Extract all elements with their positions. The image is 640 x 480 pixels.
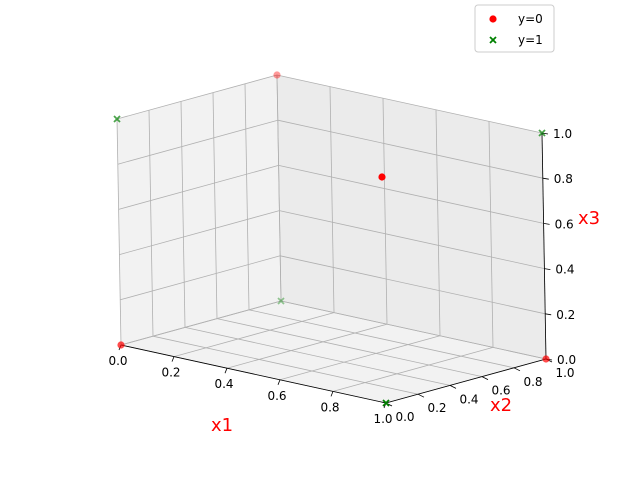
grid-line-x2-floor — [280, 300, 547, 360]
grid-line-x1-floor — [332, 347, 494, 392]
point-y1 — [277, 297, 285, 305]
x2-tick-label: 0.4 — [459, 392, 478, 406]
grid-line-x3-back — [278, 165, 544, 224]
z-axis-label: x3 — [578, 208, 600, 229]
x3-tick-mark — [545, 313, 552, 316]
grid-line-x2-left — [212, 92, 218, 319]
grid-line-x1-back — [435, 109, 441, 336]
grid-line-x3-left — [116, 74, 278, 120]
point-y0 — [378, 173, 386, 181]
grid-line-x3-left — [117, 119, 278, 165]
grid-lines — [116, 74, 547, 404]
point-y1 — [538, 129, 546, 137]
x2-tick-mark — [417, 393, 425, 398]
x3-tick-label: 1.0 — [553, 127, 572, 141]
grid-line-x3-back — [277, 119, 543, 179]
x1-tick-label: 0.6 — [267, 389, 286, 403]
x1-tick-mark — [171, 356, 175, 362]
grid-line-x2-left — [276, 74, 282, 302]
grid-line-x2-floor — [152, 335, 419, 395]
x-axis-label: x1 — [211, 415, 233, 436]
legend-label: y=1 — [518, 33, 543, 47]
x1-tick-label: 0.2 — [161, 366, 180, 380]
point-y0 — [273, 71, 281, 79]
legend-label: y=0 — [518, 12, 543, 26]
axes-panes — [117, 75, 546, 403]
grid-line-x3-back — [276, 74, 543, 134]
x2-tick-label: 0.6 — [491, 384, 510, 398]
x3-tick-mark — [544, 268, 551, 270]
x3-tick-label: 0.0 — [557, 353, 576, 367]
grid-line-x1-back — [382, 98, 388, 325]
grid-line-x1-floor — [226, 323, 388, 369]
x1-tick-label: 0.0 — [108, 354, 127, 368]
x3-tick-label: 0.8 — [554, 172, 573, 186]
x3-tick-label: 0.6 — [555, 217, 574, 231]
point-y0 — [542, 355, 550, 363]
x2-tick-label: 0.2 — [427, 401, 446, 415]
grid-line-x3-left — [119, 210, 280, 255]
x3-tick-mark — [543, 223, 550, 225]
left-wall-pane — [117, 75, 281, 345]
x2-axis-line — [385, 358, 547, 404]
x1-tick-label: 0.8 — [320, 400, 339, 414]
x3-tick-mark — [542, 177, 549, 180]
grid-line-x3-back — [279, 210, 545, 269]
grid-line-x1-floor — [279, 335, 441, 381]
legend-marker-circle — [489, 15, 497, 23]
y-axis-label: x2 — [490, 395, 512, 416]
point-y0 — [117, 341, 125, 349]
floor-pane — [121, 301, 546, 403]
legend-entry: y=0 — [489, 12, 543, 26]
x2-tick-mark — [449, 385, 457, 389]
grid-line-x3-back — [280, 255, 546, 315]
grid-line-x2-left — [116, 118, 122, 346]
x2-tick-label: 0.0 — [395, 410, 414, 424]
point-y1 — [113, 115, 121, 123]
grid-line-x1-back — [488, 121, 494, 348]
grid-line-x1-floor — [173, 312, 335, 357]
x1-tick-mark — [224, 368, 228, 374]
grid-line-x2-left — [180, 101, 186, 328]
x2-tick-mark — [513, 367, 521, 372]
axis-lines — [118, 132, 553, 409]
grid-line-x3-left — [118, 165, 279, 210]
grid-line-x2-floor — [184, 327, 451, 386]
grid-line-x2-left — [148, 110, 154, 337]
legend-entry: y=1 — [489, 33, 543, 47]
point-y1 — [382, 399, 390, 407]
x1-tick-label: 1.0 — [373, 412, 392, 426]
tick-labels: 0.0 0.0 0.0 0.2 0.2 0.2 0.4 0.4 0.4 0.6 0.6 0.6 0.8 0… — [108, 127, 576, 426]
grid-line-x1-back — [329, 86, 335, 313]
legend: y=0 y=1 — [474, 4, 555, 53]
grid-line-x3-left — [120, 300, 282, 346]
legend-marker-x — [489, 36, 497, 44]
x1-axis-line — [120, 344, 387, 404]
x2-tick-label: 1.0 — [555, 366, 574, 380]
grid-line-x2-left — [244, 83, 250, 310]
x2-tick-mark — [481, 376, 489, 380]
x1-tick-mark — [277, 379, 281, 385]
x1-tick-label: 0.4 — [214, 377, 233, 391]
data-points — [113, 71, 550, 407]
grid-line-x2-floor — [248, 309, 515, 369]
x3-axis-line — [541, 132, 547, 360]
grid-line-x3-left — [120, 255, 281, 301]
grid-line-x2-floor — [216, 318, 483, 377]
x1-tick-mark — [330, 391, 334, 397]
back-wall-pane — [277, 75, 546, 359]
x3-tick-label: 0.2 — [556, 308, 575, 322]
x2-tick-label: 0.8 — [523, 375, 542, 389]
x3-tick-label: 0.4 — [555, 263, 574, 277]
